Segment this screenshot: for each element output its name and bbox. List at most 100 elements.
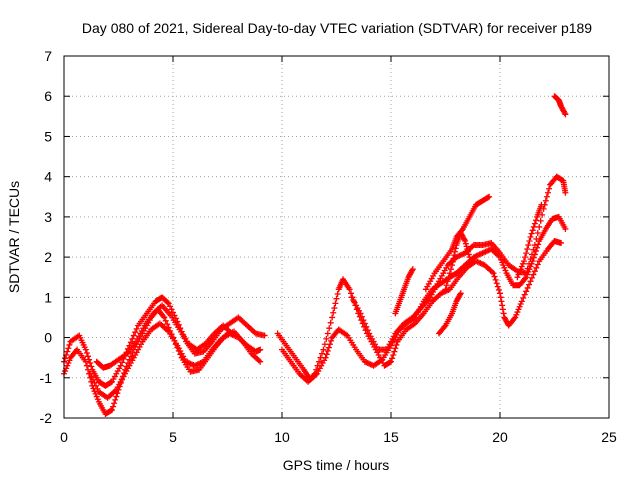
data-point <box>65 360 72 367</box>
data-point <box>465 251 472 258</box>
data-point <box>538 201 545 208</box>
data-point <box>537 217 544 224</box>
data-point <box>514 274 521 281</box>
data-point <box>393 341 400 348</box>
data-point <box>449 258 456 265</box>
data-point <box>328 337 335 344</box>
data-point <box>528 274 535 281</box>
data-point <box>534 261 541 268</box>
data-point <box>499 302 506 309</box>
data-point <box>561 109 568 116</box>
data-point <box>530 254 537 261</box>
data-point <box>523 270 530 277</box>
data-point <box>527 256 534 263</box>
data-point <box>530 246 537 253</box>
data-point <box>361 320 368 327</box>
data-point <box>492 276 499 283</box>
data-point <box>543 193 550 200</box>
data-point <box>526 281 533 288</box>
data-point <box>84 366 91 373</box>
y-tick-label: 7 <box>44 48 52 64</box>
data-point <box>457 291 464 298</box>
data-markers <box>61 93 569 417</box>
data-point <box>87 370 94 377</box>
data-point <box>522 254 529 261</box>
data-point <box>160 313 167 320</box>
data-point <box>409 266 416 273</box>
y-tick-label: 2 <box>44 249 52 265</box>
data-point <box>562 225 569 232</box>
data-point <box>528 251 535 258</box>
data-point <box>462 240 469 247</box>
data-point <box>532 217 539 224</box>
data-point <box>92 382 99 389</box>
data-point <box>107 379 114 386</box>
data-point <box>325 344 332 351</box>
data-point <box>521 291 528 298</box>
x-tick-label: 5 <box>169 429 177 445</box>
data-point <box>314 362 321 369</box>
data-point <box>546 185 553 192</box>
series-track-8 <box>422 193 493 293</box>
y-tick-label: 6 <box>44 88 52 104</box>
data-point <box>531 242 538 249</box>
data-point <box>465 248 472 255</box>
data-point <box>117 362 124 369</box>
data-point <box>257 346 264 353</box>
data-point <box>127 339 134 346</box>
data-point <box>110 403 117 410</box>
data-point <box>318 350 325 357</box>
data-point <box>442 286 449 293</box>
data-point <box>524 265 531 272</box>
data-point <box>94 396 101 403</box>
data-point <box>66 357 73 364</box>
series-track-12 <box>392 266 416 317</box>
data-point <box>519 260 526 267</box>
data-point <box>334 290 341 297</box>
data-point <box>520 295 527 302</box>
data-point <box>162 317 169 324</box>
data-point <box>491 273 498 280</box>
data-point <box>515 271 522 278</box>
data-point <box>495 286 502 293</box>
data-point <box>452 245 459 252</box>
data-point <box>451 252 458 259</box>
data-point <box>390 351 397 358</box>
data-point <box>449 262 456 269</box>
data-point <box>64 362 71 369</box>
data-point <box>82 346 89 353</box>
data-point <box>516 303 523 310</box>
data-point <box>92 390 99 397</box>
data-point <box>485 194 492 201</box>
data-point <box>326 341 333 348</box>
data-point <box>445 274 452 281</box>
data-point <box>446 270 453 277</box>
data-point <box>409 267 416 274</box>
tick-labels: 0 5 10 15 20 25 -2 -1 0 1 2 3 4 5 6 7 <box>40 48 617 445</box>
data-point <box>112 396 119 403</box>
data-point <box>64 348 71 355</box>
data-point <box>66 341 73 348</box>
series-track-7 <box>348 173 569 353</box>
data-point <box>497 294 504 301</box>
data-point <box>533 264 540 271</box>
data-point <box>65 345 72 352</box>
data-point <box>316 358 323 365</box>
data-point <box>83 349 90 356</box>
data-point <box>494 283 501 290</box>
data-point <box>364 327 371 334</box>
data-point <box>129 335 136 342</box>
data-point <box>164 321 171 328</box>
data-point <box>330 309 337 316</box>
data-point <box>518 263 525 270</box>
data-point <box>170 309 176 316</box>
data-point <box>542 197 549 204</box>
data-point <box>530 271 537 278</box>
data-point <box>526 260 533 267</box>
data-point <box>533 236 540 243</box>
data-point <box>527 234 534 240</box>
data-point <box>388 358 394 365</box>
data-point <box>520 258 527 265</box>
data-point <box>516 268 523 275</box>
series-track-11 <box>514 201 545 281</box>
